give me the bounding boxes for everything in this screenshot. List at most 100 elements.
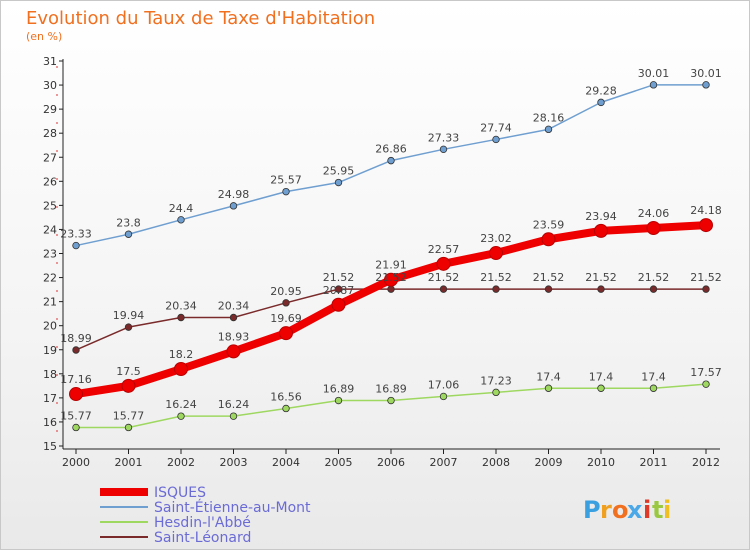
series-line-3 <box>75 288 707 351</box>
data-label: 25.95 <box>323 165 355 178</box>
data-point <box>334 285 343 293</box>
data-label: 27.33 <box>428 131 460 144</box>
data-label: 21.52 <box>375 271 407 284</box>
data-label: 25.57 <box>270 174 302 187</box>
data-point <box>334 396 343 405</box>
y-tick-label: 29 <box>43 103 57 116</box>
data-label: 24.06 <box>638 207 670 220</box>
data-label: 29.28 <box>585 84 617 97</box>
data-label: 20.34 <box>165 300 197 313</box>
data-labels: 23.33 23.8 24.4 24.98 25.57 25.95 26.86 27.33 27… <box>60 67 722 423</box>
data-label: 17.06 <box>428 378 460 391</box>
data-point <box>387 285 395 293</box>
data-point <box>699 218 713 233</box>
data-label: 23.94 <box>585 210 617 223</box>
legend-label: Hesdin-l'Abbé <box>154 515 251 531</box>
y-tick-label: 24 <box>43 223 57 236</box>
data-point <box>492 388 500 397</box>
x-tick-label: 2005 <box>325 456 353 469</box>
y-tick-label: 30 <box>43 79 57 92</box>
data-label: 21.52 <box>480 271 512 284</box>
legend: ISQUESSaint-Étienne-au-MontHesdin-l'Abbé… <box>100 485 311 546</box>
data-label: 17.23 <box>480 374 512 387</box>
x-tick-label: 2011 <box>640 456 668 469</box>
data-point <box>492 135 500 144</box>
data-label: 16.89 <box>323 383 355 396</box>
x-tick-label: 2002 <box>167 456 195 469</box>
data-point <box>649 285 658 293</box>
data-point <box>177 412 185 420</box>
chart-subtitle: (en %) <box>26 30 62 43</box>
data-point <box>282 299 290 307</box>
data-point <box>702 81 710 89</box>
x-tick-label: 2012 <box>692 456 720 469</box>
data-label: 17.4 <box>536 370 561 383</box>
data-point <box>387 156 395 165</box>
data-label: 28.16 <box>533 111 565 124</box>
data-point <box>177 216 185 224</box>
y-tick-label: 23 <box>43 248 57 261</box>
data-label: 20.87 <box>323 284 355 297</box>
data-point <box>492 285 500 293</box>
y-tick-label: 19 <box>43 344 57 357</box>
data-point <box>384 272 398 287</box>
y-tick-label: 18 <box>43 368 57 381</box>
y-tick-label: 17 <box>43 392 57 405</box>
data-point <box>544 384 553 392</box>
data-point <box>439 145 448 154</box>
data-point <box>646 220 661 235</box>
data-point <box>544 125 553 134</box>
legend-label: ISQUES <box>154 485 206 501</box>
data-point <box>331 297 346 312</box>
x-tick-label: 2004 <box>272 456 300 469</box>
data-point <box>69 387 83 402</box>
data-point <box>597 384 605 392</box>
legend-label: Saint-Étienne-au-Mont <box>154 499 311 516</box>
data-point <box>387 396 395 405</box>
data-point <box>702 285 710 293</box>
data-point <box>489 246 503 261</box>
data-point <box>282 404 290 413</box>
x-tick-label: 2001 <box>115 456 143 469</box>
data-label: 21.52 <box>428 271 460 284</box>
y-tick-label: 28 <box>43 127 57 140</box>
data-label: 17.57 <box>690 366 722 379</box>
x-tick-label: 2009 <box>535 456 563 469</box>
logo-letter: r <box>600 496 612 524</box>
axes: 15 16 17 18 19 20 21 22 23 24 25 26 27 28 29 30 31 2000 20… <box>43 55 720 469</box>
data-label: 18.2 <box>169 348 194 361</box>
data-label: 26.86 <box>375 143 407 156</box>
data-label: 19.94 <box>113 309 145 322</box>
x-tick-label: 2008 <box>482 456 510 469</box>
logo-letter: t <box>652 496 663 524</box>
data-label: 27.74 <box>480 121 512 134</box>
data-point <box>124 230 133 238</box>
data-point <box>282 187 290 196</box>
data-label: 16.56 <box>270 390 302 403</box>
data-point <box>229 412 238 420</box>
data-label: 22.57 <box>428 243 460 256</box>
data-label: 20.95 <box>270 285 302 298</box>
data-point <box>174 362 188 376</box>
data-point <box>72 346 80 354</box>
y-tick-label: 21 <box>43 296 57 309</box>
data-label: 16.89 <box>375 383 407 396</box>
data-label: 17.5 <box>116 365 141 378</box>
y-tick-label: 22 <box>43 272 57 285</box>
data-label: 18.99 <box>60 332 92 345</box>
data-label: 21.91 <box>375 259 407 272</box>
y-tick-label: 31 <box>43 55 57 68</box>
data-label: 23.59 <box>533 218 565 231</box>
x-tick-label: 2007 <box>430 456 458 469</box>
data-point <box>597 98 605 107</box>
data-label: 15.77 <box>60 409 92 422</box>
y-tick-label: 26 <box>43 175 57 188</box>
y-tick-label: 20 <box>43 320 57 333</box>
data-point <box>229 202 238 210</box>
data-point <box>541 232 556 247</box>
y-tick-label: 25 <box>43 199 57 212</box>
data-label: 15.77 <box>113 409 145 422</box>
